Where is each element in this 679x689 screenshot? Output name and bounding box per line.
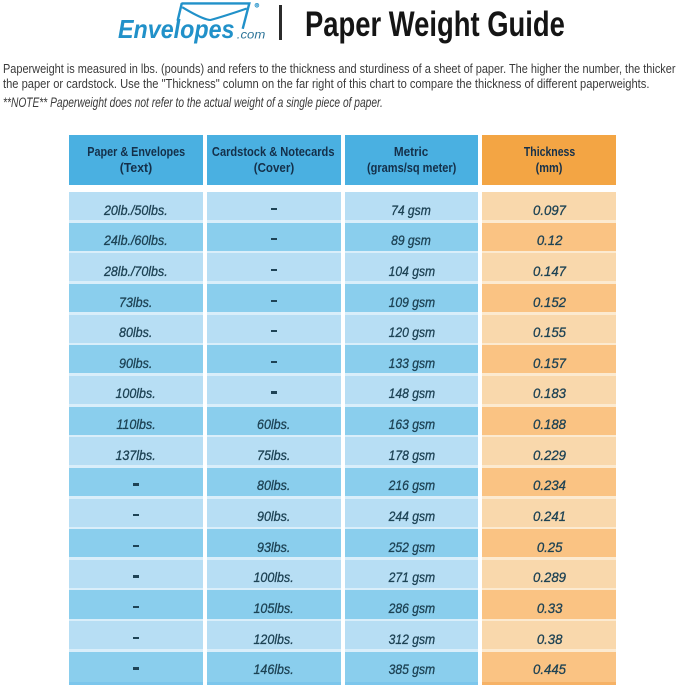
svg-text:Envelopes: Envelopes [118, 16, 235, 44]
svg-text:.com: .com [237, 30, 266, 42]
svg-text:R: R [256, 4, 259, 8]
